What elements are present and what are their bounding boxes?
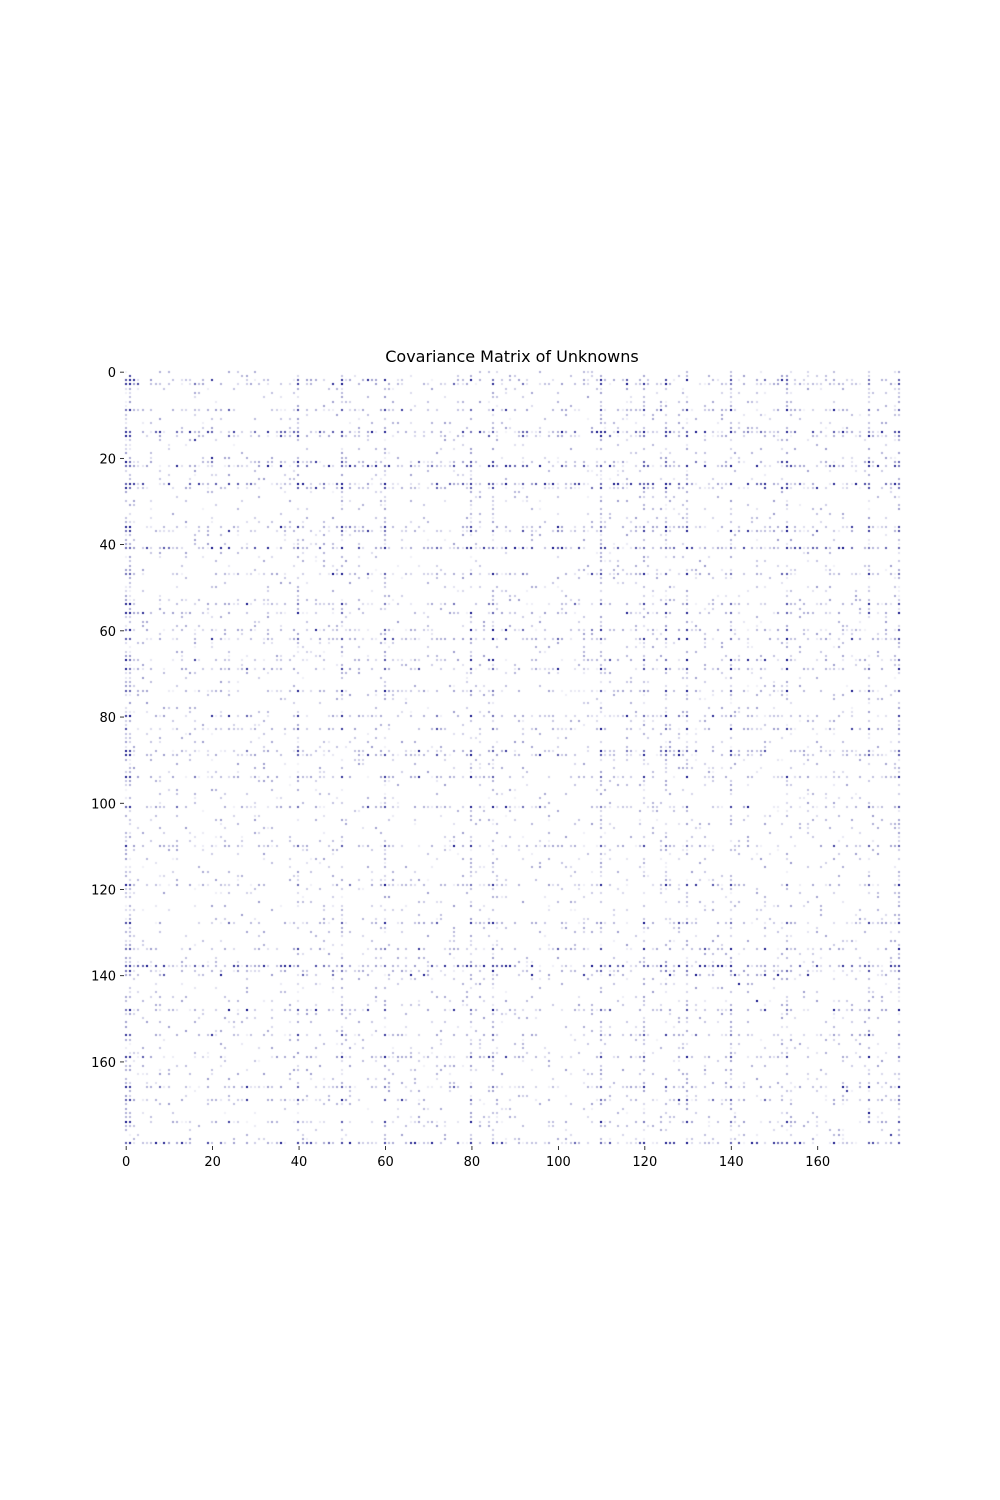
covariance-heatmap-image: [124, 370, 902, 1146]
y-tick-label-80: 80: [99, 711, 116, 726]
x-tick-label-100: 100: [546, 1155, 571, 1170]
y-tick-label-40: 40: [99, 539, 116, 554]
chart-title: Covariance Matrix of Unknowns: [385, 347, 639, 366]
y-tick-label-0: 0: [108, 366, 116, 381]
heatmap-plot: [124, 370, 902, 1146]
y-tick-label-20: 20: [99, 452, 116, 467]
y-axis: 0 20 40 60 80 100 120 140 160: [91, 366, 124, 1071]
x-tick-label-0: 0: [122, 1155, 130, 1170]
x-tick-label-60: 60: [377, 1155, 394, 1170]
y-tick-label-160: 160: [91, 1056, 116, 1071]
y-tick-label-100: 100: [91, 797, 116, 812]
x-tick-label-160: 160: [805, 1155, 830, 1170]
x-tick-label-80: 80: [464, 1155, 481, 1170]
y-tick-label-120: 120: [91, 883, 116, 898]
x-axis: 0 20 40 60 80 100 120 140 160: [122, 1146, 830, 1170]
x-tick-label-120: 120: [632, 1155, 657, 1170]
y-tick-label-140: 140: [91, 970, 116, 985]
x-tick-label-20: 20: [204, 1155, 221, 1170]
x-tick-label-40: 40: [291, 1155, 308, 1170]
x-tick-label-140: 140: [719, 1155, 744, 1170]
y-tick-label-60: 60: [99, 625, 116, 640]
